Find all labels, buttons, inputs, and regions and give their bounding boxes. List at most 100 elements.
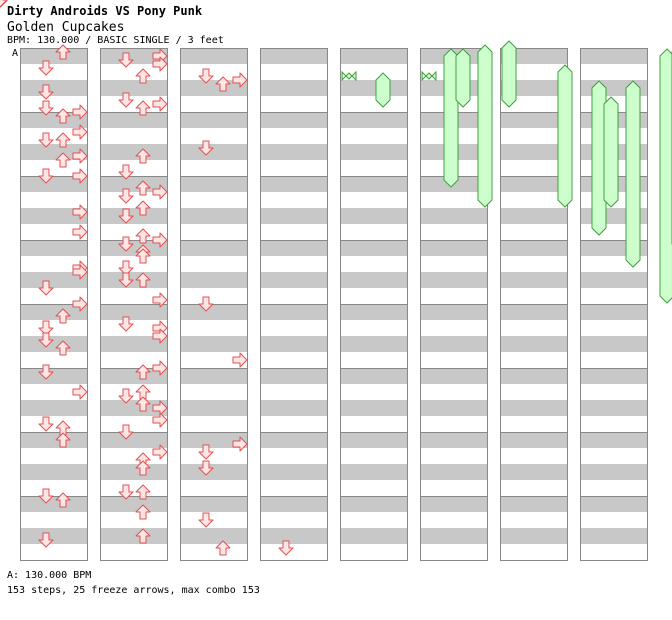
- beat-stripe: [180, 432, 248, 448]
- beat-stripe: [100, 528, 168, 544]
- beat-stripe: [500, 432, 568, 448]
- beat-stripe: [180, 304, 248, 320]
- beat-stripe: [20, 272, 88, 288]
- beat-stripe: [180, 464, 248, 480]
- chart-column: [180, 48, 248, 561]
- beat-stripe: [100, 496, 168, 512]
- beat-stripe: [100, 160, 168, 176]
- beat-stripe: [180, 256, 248, 272]
- step-arrow-right: [152, 292, 168, 308]
- beat-stripe: [180, 160, 248, 176]
- step-arrow-right: [152, 232, 168, 248]
- step-arrow-right: [72, 124, 88, 140]
- beat-stripe: [20, 400, 88, 416]
- beat-stripe: [100, 432, 168, 448]
- step-arrow-down: [198, 68, 214, 84]
- step-arrow-down: [38, 532, 54, 548]
- beat-stripe: [340, 400, 408, 416]
- beat-stripe: [100, 320, 168, 336]
- beat-stripe: [20, 96, 88, 112]
- beat-stripe: [340, 544, 408, 560]
- beat-stripe: [100, 304, 168, 320]
- beat-stripe: [20, 64, 88, 80]
- beat-stripe: [580, 464, 648, 480]
- beat-stripe: [100, 128, 168, 144]
- beat-stripe: [420, 224, 488, 240]
- beat-stripe: [340, 64, 408, 80]
- beat-stripe: [20, 48, 88, 64]
- beat-stripe: [500, 480, 568, 496]
- beat-stripe: [20, 464, 88, 480]
- beat-stripe: [20, 256, 88, 272]
- beat-stripe: [500, 224, 568, 240]
- beat-stripe: [500, 80, 568, 96]
- beat-stripe: [20, 320, 88, 336]
- beat-stripe: [180, 208, 248, 224]
- beat-stripe: [420, 192, 488, 208]
- beat-stripe: [180, 368, 248, 384]
- column-border: [180, 48, 248, 561]
- step-arrow-up: [135, 100, 151, 116]
- step-arrow-down: [118, 484, 134, 500]
- beat-stripe: [580, 336, 648, 352]
- beat-stripe: [260, 176, 328, 192]
- column-border: [580, 48, 648, 561]
- beat-stripe: [260, 80, 328, 96]
- beat-stripe: [260, 112, 328, 128]
- step-arrow-down: [118, 388, 134, 404]
- step-arrow-up: [135, 396, 151, 412]
- beat-stripe: [420, 352, 488, 368]
- beat-stripe: [20, 160, 88, 176]
- beat-stripe: [340, 368, 408, 384]
- step-arrow-up: [135, 528, 151, 544]
- beat-stripe: [100, 416, 168, 432]
- beat-stripe: [180, 192, 248, 208]
- beat-stripe: [420, 464, 488, 480]
- beat-stripe: [20, 240, 88, 256]
- step-arrow-down: [198, 140, 214, 156]
- freeze-arrow-up: [375, 72, 391, 108]
- beat-stripe: [500, 288, 568, 304]
- beat-stripe: [100, 208, 168, 224]
- beat-stripe: [500, 368, 568, 384]
- beat-stripe: [260, 256, 328, 272]
- beat-stripe: [420, 368, 488, 384]
- beat-stripe: [180, 448, 248, 464]
- step-arrow-up: [55, 492, 71, 508]
- beat-stripe: [260, 544, 328, 560]
- step-arrow-up: [55, 152, 71, 168]
- beat-stripe: [180, 352, 248, 368]
- column-border: [20, 48, 88, 561]
- beat-stripe: [500, 192, 568, 208]
- freeze-arrow-up: [455, 48, 471, 108]
- freeze-arrow-undefined: [557, 64, 573, 208]
- beat-stripe: [180, 528, 248, 544]
- beat-stripe: [500, 48, 568, 64]
- footer-bpm-line: A: 130.000 BPM: [7, 570, 92, 581]
- beat-stripe: [100, 240, 168, 256]
- beat-stripe: [260, 304, 328, 320]
- song-title: Dirty Androids VS Pony Punk: [7, 4, 203, 18]
- beat-stripe: [420, 480, 488, 496]
- step-arrow-undefined: [0, 0, 8, 8]
- step-arrow-down: [118, 236, 134, 252]
- freeze-arrow-undefined: [659, 48, 672, 304]
- beat-stripe: [100, 112, 168, 128]
- beat-stripe: [260, 496, 328, 512]
- step-arrow-down: [198, 444, 214, 460]
- beat-stripe: [20, 208, 88, 224]
- beat-stripe: [100, 256, 168, 272]
- beat-stripe: [500, 336, 568, 352]
- step-arrow-down: [38, 280, 54, 296]
- freeze-arrow-undefined: [591, 80, 607, 236]
- beat-stripe: [580, 512, 648, 528]
- beat-stripe: [420, 288, 488, 304]
- step-arrow-right: [152, 360, 168, 376]
- beat-stripe: [20, 480, 88, 496]
- step-arrow-right: [72, 148, 88, 164]
- beat-stripe: [340, 416, 408, 432]
- beat-stripe: [420, 432, 488, 448]
- beat-stripe: [100, 144, 168, 160]
- beat-stripe: [20, 128, 88, 144]
- step-arrow-right: [232, 436, 248, 452]
